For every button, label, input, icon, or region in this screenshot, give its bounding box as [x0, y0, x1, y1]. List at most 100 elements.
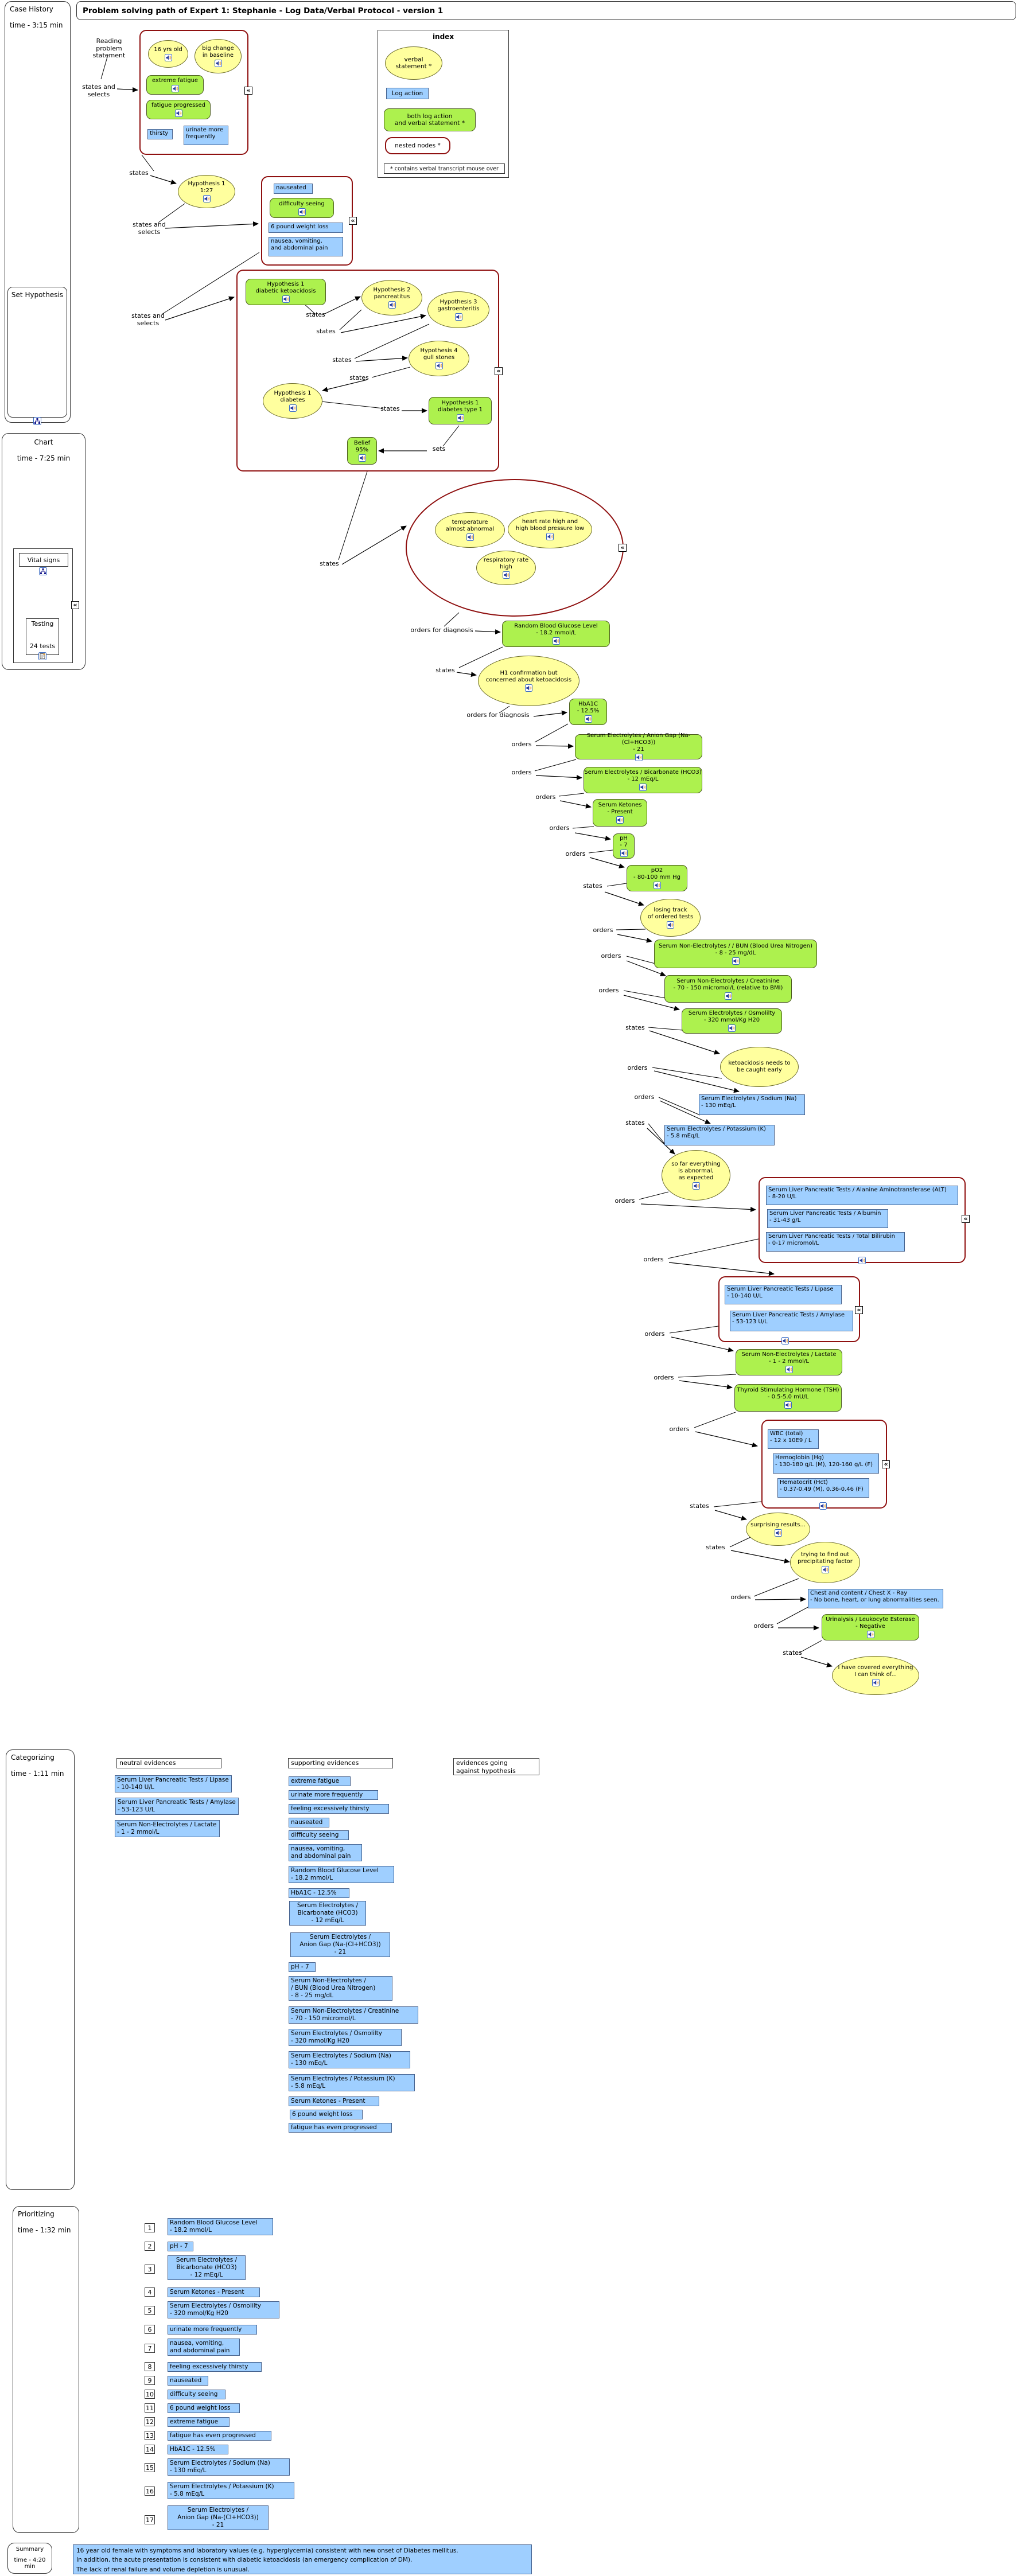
- speaker-icon[interactable]: [728, 1024, 736, 1032]
- list-item[interactable]: Serum Electrolytes / Anion Gap (Na-(Cl+H…: [168, 2505, 269, 2531]
- list-item[interactable]: Serum Ketones - Present: [289, 2096, 379, 2107]
- list-item[interactable]: 6 pound weight loss: [168, 2403, 240, 2414]
- list-item[interactable]: Random Blood Glucose Level - 18.2 mmol/L: [289, 1866, 394, 1884]
- list-item[interactable]: difficulty seeing: [289, 1830, 349, 1841]
- node-po2[interactable]: pO2 - 80-100 mm Hg: [627, 865, 687, 891]
- node-sodium[interactable]: Serum Electrolytes / Sodium (Na) - 130 m…: [699, 1094, 805, 1115]
- speaker-icon[interactable]: [653, 882, 661, 889]
- collapse-icon[interactable]: «: [855, 1306, 863, 1314]
- list-item[interactable]: pH - 7: [168, 2242, 193, 2252]
- list-item[interactable]: Random Blood Glucose Level - 18.2 mmol/L: [168, 2218, 273, 2236]
- list-item[interactable]: HbA1C - 12.5%: [289, 1888, 349, 1899]
- node-ph[interactable]: pH - 7: [613, 833, 635, 859]
- speaker-icon[interactable]: [872, 1679, 880, 1686]
- node-difficulty-seeing[interactable]: difficulty seeing: [270, 198, 334, 218]
- speaker-icon[interactable]: [620, 849, 628, 857]
- node-anion-gap[interactable]: Serum Electrolytes / Anion Gap (Na-(Cl+H…: [575, 732, 702, 761]
- node-nausea-vomiting-abdominal-pain[interactable]: nausea, vomiting, and abdominal pain: [269, 237, 343, 256]
- list-item[interactable]: fatigue has even progressed: [289, 2123, 392, 2133]
- node-bun[interactable]: Serum Non-Electrolytes / / BUN (Blood Ur…: [654, 940, 817, 968]
- speaker-icon[interactable]: [784, 1401, 792, 1409]
- collapse-icon[interactable]: «: [882, 1460, 890, 1468]
- node-hypothesis-1-diabetic-ketoacidosis[interactable]: Hypothesis 1 diabetic ketoacidosis: [246, 279, 326, 305]
- list-item[interactable]: Serum Electrolytes / Bicarbonate (HCO3) …: [289, 1901, 366, 1926]
- speaker-icon[interactable]: [502, 571, 510, 579]
- node-wbc[interactable]: WBC (total) - 12 x 10E9 / L: [768, 1429, 819, 1449]
- list-item[interactable]: Serum Ketones - Present: [168, 2287, 260, 2298]
- list-item[interactable]: extreme fatigue: [168, 2417, 230, 2427]
- speaker-icon[interactable]: [858, 1256, 866, 1264]
- list-item[interactable]: Serum Electrolytes / Osmolilty - 320 mmo…: [289, 2029, 402, 2047]
- list-item[interactable]: Serum Electrolytes / Potassium (K) - 5.8…: [168, 2482, 294, 2500]
- node-16-yrs-old[interactable]: 16 yrs old: [148, 40, 188, 68]
- node-surprising-results[interactable]: surprising results...: [746, 1513, 810, 1546]
- collapse-icon[interactable]: «: [244, 87, 252, 95]
- node-hemoglobin[interactable]: Hemoglobin (Hg) - 130-180 g/L (M), 120-1…: [773, 1453, 879, 1474]
- speaker-icon[interactable]: [164, 54, 172, 61]
- speaker-icon[interactable]: [667, 921, 674, 929]
- speaker-icon[interactable]: [639, 784, 647, 791]
- list-item[interactable]: HbA1C - 12.5%: [168, 2445, 228, 2455]
- node-heart-rate-high-bp-low[interactable]: heart rate high and high blood pressure …: [508, 510, 592, 548]
- list-item[interactable]: Serum Liver Pancreatic Tests / Lipase - …: [115, 1775, 232, 1793]
- speaker-icon[interactable]: [819, 1501, 827, 1510]
- node-total-bilirubin[interactable]: Serum Liver Pancreatic Tests / Total Bil…: [766, 1232, 905, 1252]
- collapse-icon[interactable]: «: [71, 601, 79, 609]
- speaker-icon[interactable]: [358, 454, 366, 462]
- speaker-icon[interactable]: [616, 816, 624, 824]
- node-h1-confirmation[interactable]: H1 confirmation but concerned about keto…: [478, 656, 579, 706]
- list-item[interactable]: nauseated: [289, 1818, 329, 1828]
- speaker-icon[interactable]: [635, 754, 643, 761]
- node-creatinine[interactable]: Serum Non-Electrolytes / Creatinine - 70…: [664, 975, 792, 1003]
- node-urinalysis[interactable]: Urinalysis / Leukocyte Esterase - Negati…: [822, 1614, 919, 1640]
- speaker-icon[interactable]: [282, 295, 290, 303]
- speaker-icon[interactable]: [774, 1529, 782, 1537]
- node-big-change-in-baseline[interactable]: big change in baseline: [195, 39, 242, 73]
- node-extreme-fatigue[interactable]: extreme fatigue: [146, 75, 204, 95]
- collapse-icon[interactable]: «: [495, 367, 503, 375]
- node-lactate[interactable]: Serum Non-Electrolytes / Lactate - 1 - 2…: [736, 1349, 842, 1375]
- list-item[interactable]: Serum Non-Electrolytes / / BUN (Blood Ur…: [289, 1976, 392, 2001]
- vital-signs-node[interactable]: Vital signs: [19, 553, 68, 567]
- node-amylase[interactable]: Serum Liver Pancreatic Tests / Amylase -…: [730, 1311, 853, 1331]
- speaker-icon[interactable]: [454, 313, 462, 321]
- speaker-icon[interactable]: [584, 715, 592, 723]
- collapse-icon[interactable]: «: [349, 217, 357, 225]
- speaker-icon[interactable]: [388, 301, 396, 309]
- speaker-icon[interactable]: [174, 110, 182, 117]
- node-belief-95[interactable]: Belief 95%: [347, 437, 377, 465]
- list-item[interactable]: Serum Electrolytes / Osmolilty - 320 mmo…: [168, 2301, 279, 2319]
- list-item[interactable]: fatigue has even progressed: [168, 2431, 271, 2441]
- node-bicarbonate[interactable]: Serum Electrolytes / Bicarbonate (HCO3) …: [584, 767, 702, 793]
- node-lipase[interactable]: Serum Liver Pancreatic Tests / Lipase - …: [725, 1285, 842, 1304]
- node-so-far-everything-abnormal[interactable]: so far everything is abnormal, as expect…: [662, 1150, 730, 1201]
- hierarchy-icon[interactable]: [33, 416, 41, 425]
- node-hypothesis-2-pancreatitus[interactable]: Hypothesis 2 pancreatitus: [361, 280, 422, 315]
- speaker-icon[interactable]: [214, 60, 222, 67]
- node-tsh[interactable]: Thyroid Stimulating Hormone (TSH) - 0.5-…: [734, 1384, 842, 1412]
- list-item[interactable]: extreme fatigue: [289, 1776, 351, 1787]
- speaker-icon[interactable]: [456, 414, 464, 422]
- speaker-icon[interactable]: [781, 1336, 789, 1344]
- node-alt[interactable]: Serum Liver Pancreatic Tests / Alanine A…: [766, 1186, 958, 1205]
- node-albumin[interactable]: Serum Liver Pancreatic Tests / Albumin -…: [767, 1209, 888, 1228]
- node-urinate-more-frequently[interactable]: urinate more frequently: [184, 126, 228, 145]
- speaker-icon[interactable]: [289, 404, 297, 412]
- node-hypothesis-4-gull-stones[interactable]: Hypothesis 4 gull stones: [409, 341, 469, 376]
- list-item[interactable]: nausea, vomiting, and abdominal pain: [168, 2339, 240, 2356]
- list-item[interactable]: pH - 7: [289, 1962, 316, 1973]
- speaker-icon[interactable]: [692, 1182, 700, 1190]
- node-hba1c[interactable]: HbA1C - 12.5%: [569, 699, 607, 725]
- list-item[interactable]: Serum Electrolytes / Potassium (K) - 5.8…: [289, 2074, 415, 2092]
- list-item[interactable]: Serum Liver Pancreatic Tests / Amylase -…: [115, 1798, 239, 1815]
- list-item[interactable]: nausea, vomiting, and abdominal pain: [289, 1844, 362, 1862]
- list-item[interactable]: feeling excessively thirsty: [168, 2362, 262, 2372]
- node-chest-x-ray[interactable]: Chest and content / Chest X - Ray - No b…: [808, 1589, 943, 1608]
- speaker-icon[interactable]: [466, 533, 474, 541]
- speaker-icon[interactable]: [552, 637, 560, 645]
- node-potassium[interactable]: Serum Electrolytes / Potassium (K) - 5.8…: [664, 1125, 775, 1145]
- collapse-icon[interactable]: «: [619, 544, 627, 552]
- speaker-icon[interactable]: [203, 195, 211, 202]
- list-item[interactable]: difficulty seeing: [168, 2390, 225, 2400]
- speaker-icon[interactable]: [866, 1631, 874, 1638]
